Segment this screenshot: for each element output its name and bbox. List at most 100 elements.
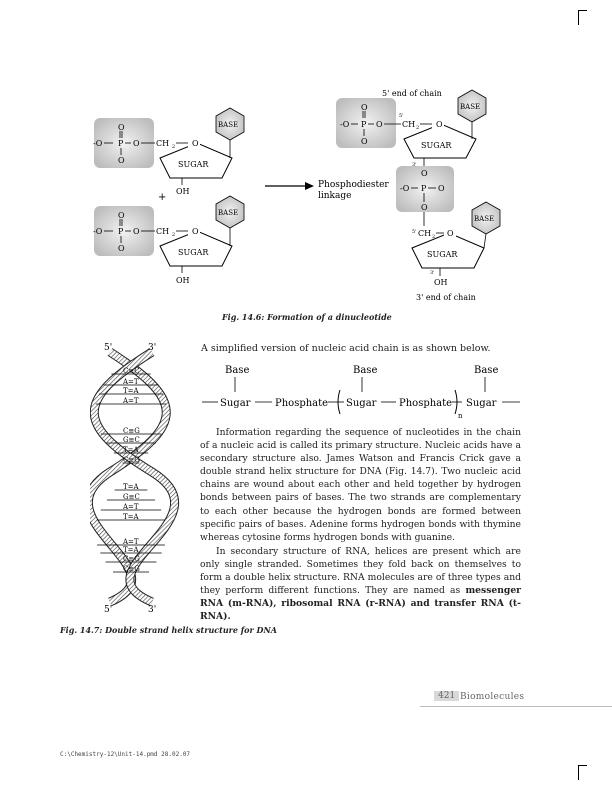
svg-text:BASE: BASE — [218, 121, 238, 129]
svg-text:3': 3' — [148, 343, 156, 353]
svg-text:2: 2 — [172, 232, 175, 238]
base-pair-label: T=A — [123, 446, 140, 454]
svg-text:O: O — [192, 227, 199, 236]
base-pair-label: C≡G — [123, 427, 140, 435]
figure-14-6-caption: Fig. 14.6: Formation of a dinucleotide — [222, 312, 392, 322]
svg-text:n: n — [458, 412, 463, 420]
svg-text:O: O — [118, 211, 125, 220]
svg-text:O: O — [436, 120, 443, 129]
base-pairs: C≡CA=TT=AA=TC≡GG≡CT=AC≡GT=AG≡CA=TT=AA=TT… — [95, 367, 167, 573]
svg-text:Base: Base — [353, 365, 377, 376]
footer-rule — [420, 706, 612, 707]
svg-text:Phosphate: Phosphate — [275, 398, 328, 409]
svg-text:CH: CH — [156, 227, 169, 236]
base-pair-label: C≡G — [123, 456, 140, 464]
svg-text:SUGAR: SUGAR — [178, 248, 209, 257]
svg-text:P: P — [361, 120, 367, 129]
svg-text:O: O — [133, 139, 140, 148]
svg-text:Base: Base — [474, 365, 498, 376]
base-pair-label: T=A — [123, 483, 140, 491]
svg-text:SUGAR: SUGAR — [178, 160, 209, 169]
svg-text:O: O — [192, 139, 199, 148]
svg-text:O: O — [376, 120, 383, 129]
svg-text:SUGAR: SUGAR — [427, 250, 458, 259]
svg-text:BASE: BASE — [474, 215, 494, 223]
nucleic-acid-chain-scheme: Base Base Base Sugar Phosphate Sugar Pho… — [202, 365, 520, 420]
svg-text:Sugar: Sugar — [466, 398, 497, 409]
svg-text:O: O — [118, 123, 125, 132]
dna-helix-diagram: C≡CA=TT=AA=TC≡GG≡CT=AC≡GT=AG≡CA=TT=AA=TT… — [90, 343, 180, 615]
svg-text:Sugar: Sugar — [220, 398, 251, 409]
crop-mark-top — [578, 10, 587, 25]
svg-text:O: O — [361, 103, 368, 112]
svg-text:O: O — [438, 184, 445, 193]
svg-text:O: O — [118, 244, 125, 253]
base-pair-label: A=T — [122, 397, 139, 405]
svg-text:5': 5' — [104, 605, 112, 615]
svg-text:linkage: linkage — [318, 191, 351, 201]
paragraph-primary-structure: Information regarding the sequence of nu… — [200, 427, 521, 543]
base-pair-label: T=A — [123, 546, 140, 554]
paragraph-rna-structure: In secondary structure of RNA, helices a… — [200, 545, 521, 624]
svg-text:Sugar: Sugar — [346, 398, 377, 409]
svg-text:+: + — [158, 192, 166, 203]
phosphate-box-3 — [336, 98, 396, 148]
svg-text:OH: OH — [434, 278, 448, 287]
svg-text:-O: -O — [340, 120, 350, 129]
svg-text:2: 2 — [432, 234, 435, 240]
svg-text:-O: -O — [93, 139, 103, 148]
svg-text:-O: -O — [400, 184, 410, 193]
base-pair-label: A=T — [122, 538, 139, 546]
crop-mark-bottom — [578, 765, 587, 780]
svg-text:P: P — [421, 184, 427, 193]
section-title: Biomolecules — [460, 692, 525, 702]
svg-text:3': 3' — [412, 162, 417, 168]
base-pair-label: A=T — [122, 378, 139, 386]
svg-text:5' end of chain: 5' end of chain — [382, 89, 442, 98]
figure-14-7-caption: Fig. 14.7: Double strand helix structure… — [60, 625, 277, 635]
svg-text:P: P — [118, 227, 124, 236]
rna-text: In secondary structure of RNA, helices a… — [200, 546, 521, 597]
svg-text:BASE: BASE — [218, 209, 238, 217]
svg-text:CH: CH — [418, 229, 431, 238]
svg-text:O: O — [118, 156, 125, 165]
dinucleotide-diagram: O -O P O O CH 2 O SUGAR OH + BASE O -O P… — [93, 89, 501, 302]
rna-types-bold: messenger RNA (m-RNA), ribosomal RNA (r-… — [200, 585, 521, 623]
svg-text:OH: OH — [176, 276, 190, 285]
svg-text:CH: CH — [402, 120, 415, 129]
svg-text:BASE: BASE — [460, 103, 480, 111]
svg-text:OH: OH — [176, 187, 190, 196]
svg-text:3' end of chain: 3' end of chain — [416, 293, 476, 302]
svg-text:SUGAR: SUGAR — [421, 141, 452, 150]
svg-text:CH: CH — [156, 139, 169, 148]
svg-text:O: O — [421, 169, 428, 178]
svg-text:O: O — [421, 203, 428, 212]
base-pair-label: T=A — [123, 387, 140, 395]
svg-text:3': 3' — [430, 270, 435, 276]
svg-text:5': 5' — [412, 229, 417, 235]
base-pair-label: G≡C — [123, 493, 140, 501]
base-pair-label: T=A — [123, 513, 140, 521]
svg-text:P: P — [118, 139, 124, 148]
svg-text:3': 3' — [148, 605, 156, 615]
base-pair-label: C≡G — [123, 555, 140, 563]
svg-text:5': 5' — [104, 343, 112, 353]
svg-text:5': 5' — [399, 113, 404, 119]
base-pair-label: A=T — [122, 503, 139, 511]
phosphate-box-4 — [396, 166, 454, 212]
page-number: 421 — [434, 691, 460, 701]
svg-text:O: O — [361, 137, 368, 146]
svg-text:2: 2 — [416, 125, 419, 131]
svg-text:Base: Base — [225, 365, 249, 376]
phosphate-box-1 — [94, 118, 154, 168]
svg-text:-O: -O — [93, 227, 103, 236]
base-pair-label: G≡C — [123, 436, 140, 444]
svg-text:O: O — [447, 229, 454, 238]
phosphate-box-2 — [94, 206, 154, 256]
file-footer: C:\Chemistry-12\Unit-14.pmd 28.02.07 — [60, 751, 191, 758]
base-pair-label: C≡C — [123, 367, 140, 375]
svg-text:O: O — [133, 227, 140, 236]
svg-text:Phosphate: Phosphate — [399, 398, 452, 409]
svg-text:2: 2 — [172, 144, 175, 150]
base-pair-label: C≡G — [123, 565, 140, 573]
